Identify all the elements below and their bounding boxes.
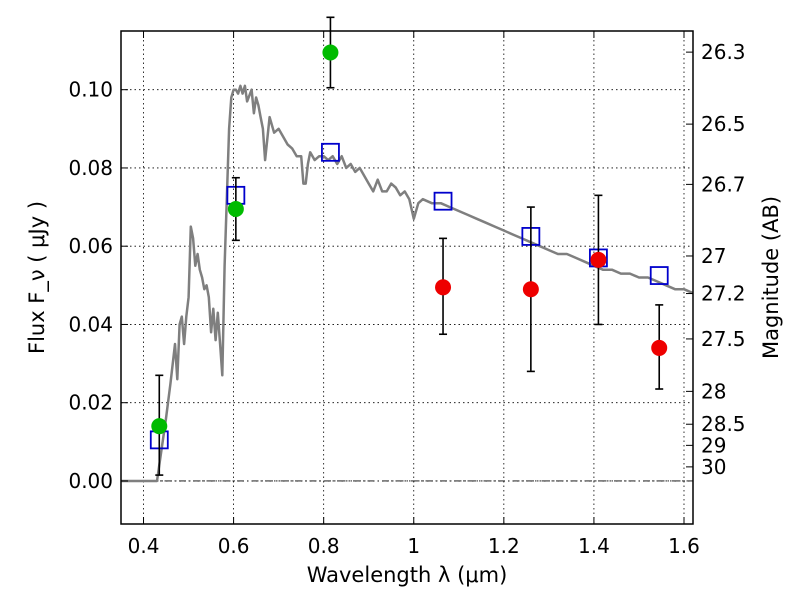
- right-tick-label: 27: [701, 244, 726, 268]
- grid: [121, 31, 693, 524]
- y-tick-label: 0.08: [68, 156, 113, 180]
- data-point: [151, 418, 168, 435]
- ticks: 0.4 0.6 0.8 1 1.2 1.4 1.6 0.00 0.02 0.04 0.06 0.08 0…: [68, 31, 746, 558]
- data-point: [522, 281, 539, 298]
- data-point: [322, 44, 339, 61]
- y-tick-label: 0.06: [68, 234, 113, 258]
- y-tick-label: 0.10: [68, 78, 113, 102]
- right-tick-label: 26.3: [701, 40, 746, 64]
- data-point: [651, 339, 668, 356]
- y-tick-label: 0.02: [68, 391, 113, 415]
- x-tick-label: 0.4: [128, 534, 160, 558]
- model-square-marker: [321, 142, 340, 162]
- plot-frame: [120, 30, 694, 525]
- right-tick-label: 27.5: [701, 327, 746, 351]
- y-tick-label: 0.04: [68, 312, 113, 336]
- x-tick-label: 1.2: [488, 534, 520, 558]
- x-tick-label: 0.6: [218, 534, 250, 558]
- right-tick-label: 28.5: [701, 412, 746, 436]
- right-tick-label: 28: [701, 379, 726, 403]
- y-axis-label: Flux F_ν ( μJy ): [25, 201, 50, 354]
- data-point: [435, 279, 452, 296]
- right-tick-label: 29: [701, 433, 726, 457]
- series-layer: [121, 16, 694, 483]
- x-tick-label: 1.4: [578, 534, 610, 558]
- x-tick-label: 1: [407, 534, 420, 558]
- y-axis-right-label: Magnitude (AB): [759, 196, 783, 359]
- model-spectrum-line: [121, 84, 694, 483]
- right-tick-label: 30: [701, 455, 726, 479]
- model-square-marker: [649, 266, 669, 285]
- data-point: [590, 251, 607, 268]
- right-tick-label: 26.7: [701, 172, 746, 196]
- y-tick-label: 0.00: [68, 469, 113, 493]
- x-tick-label: 1.6: [668, 534, 700, 558]
- right-tick-label: 26.5: [701, 112, 746, 136]
- x-tick-label: 0.8: [308, 534, 340, 558]
- model-square-marker: [433, 191, 453, 211]
- right-tick-label: 27.2: [701, 282, 746, 306]
- x-axis-label: Wavelength λ (μm): [307, 563, 508, 587]
- data-point: [227, 201, 244, 218]
